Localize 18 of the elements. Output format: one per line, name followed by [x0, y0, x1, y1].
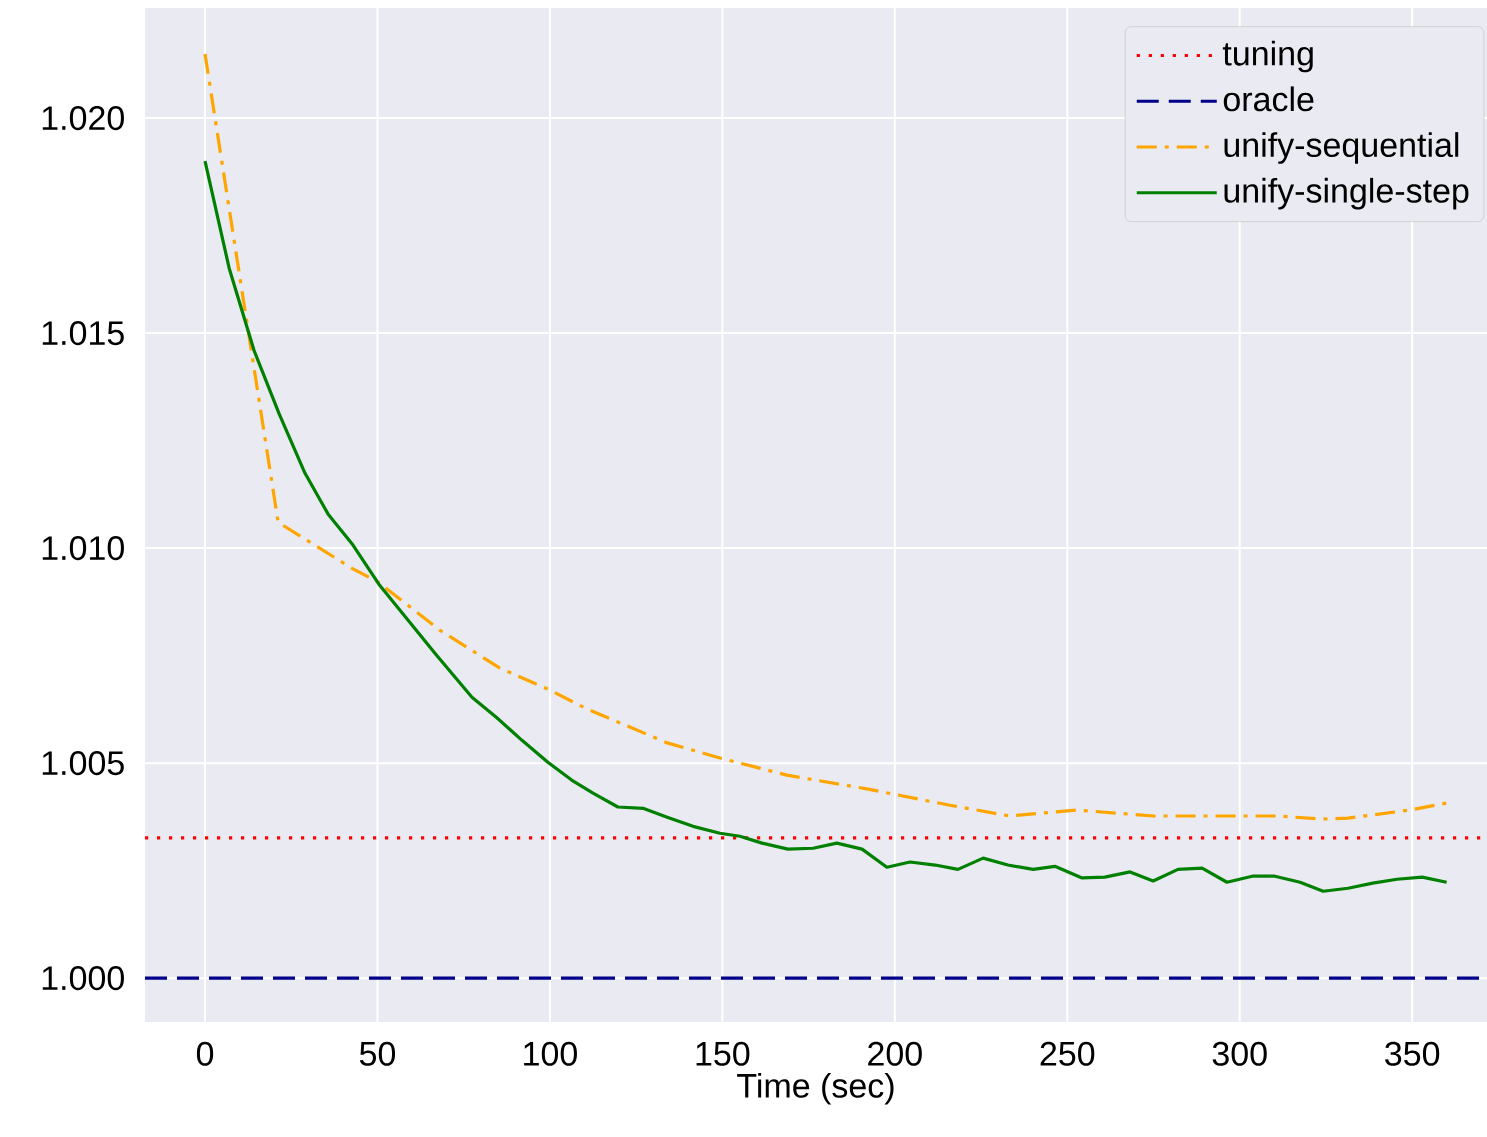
legend-label: tuning [1222, 40, 1313, 73]
legend-label: unify-single-step [1224, 177, 1469, 210]
x-tick-label: 300 [1212, 1041, 1267, 1066]
y-tick-label: 1.020 [42, 106, 124, 131]
x-tick-label: 200 [868, 1041, 922, 1066]
x-tick-label: 150 [696, 1041, 750, 1066]
x-tick-label: 250 [1040, 1041, 1095, 1066]
x-tick-label: 0 [196, 1041, 214, 1066]
x-tick-label: 50 [359, 1041, 396, 1066]
y-tick-label: 1.015 [42, 321, 124, 346]
y-tick-label: 1.010 [42, 536, 124, 561]
x-axis-title: Time (sec) [737, 1072, 894, 1105]
x-tick-label: 350 [1385, 1041, 1440, 1066]
y-tick-label: 1.005 [42, 751, 124, 776]
y-tick-label: 1.000 [42, 966, 124, 991]
x-tick-label: 100 [524, 1041, 577, 1066]
legend-label: oracle [1223, 86, 1314, 112]
legend-label: unify-sequential [1224, 132, 1459, 164]
